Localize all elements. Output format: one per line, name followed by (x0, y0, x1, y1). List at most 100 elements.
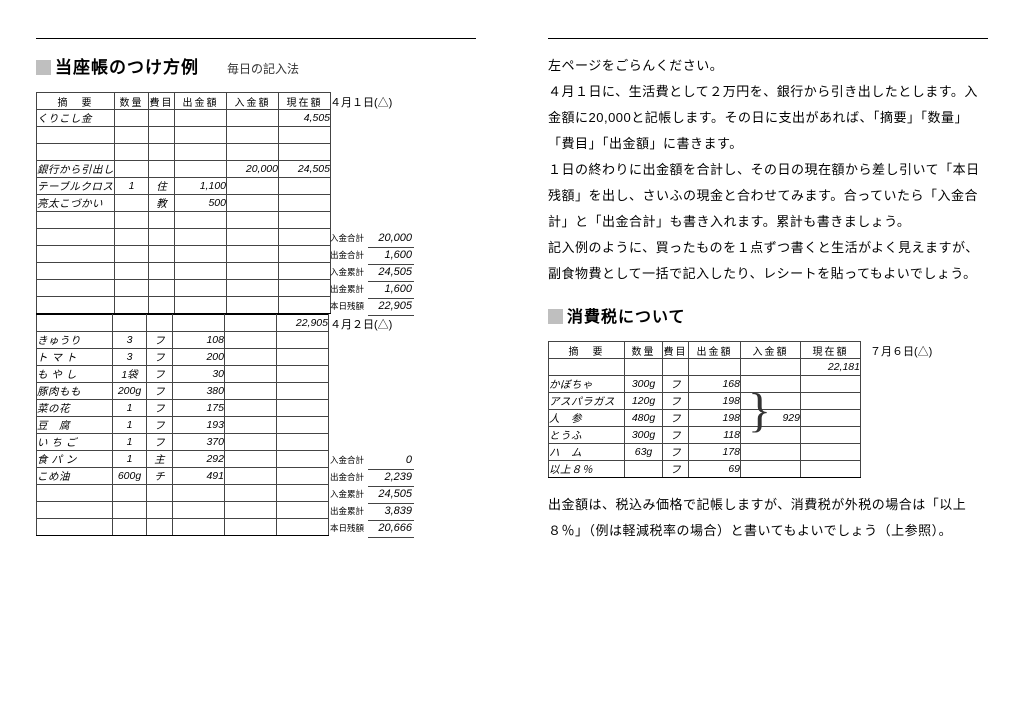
table-cell: 22,905 (277, 315, 329, 332)
table-cell: フ (663, 444, 689, 461)
table-cell (37, 315, 113, 332)
col-bal: 現在額 (279, 93, 331, 110)
col-out: 出金額 (689, 342, 741, 359)
table-cell: 主 (147, 451, 173, 468)
table-cell (801, 427, 861, 444)
ledger-2: ４月２日(△) 22,905きゅうり3フ108ト マ ト3フ200も や し1袋… (36, 314, 476, 536)
table-cell (149, 161, 175, 178)
table-cell (279, 263, 331, 280)
footer-text: 出金額は、税込み価格で記帳しますが、消費税が外税の場合は「以上８％」（例は軽減税… (548, 492, 988, 544)
table-cell (147, 485, 173, 502)
total-value: 24,505 (368, 264, 414, 282)
total-label: 出金累計 (330, 281, 364, 298)
table-cell (225, 451, 277, 468)
table-cell (173, 315, 225, 332)
total-value: 1,600 (368, 247, 414, 265)
table-cell: テーブルクロス (37, 178, 115, 195)
table-cell (625, 461, 663, 478)
section-title: 消費税について (567, 309, 686, 326)
table-cell: 1 (113, 400, 147, 417)
table-cell (801, 444, 861, 461)
table-cell (175, 263, 227, 280)
table-cell (115, 161, 149, 178)
table-cell (277, 417, 329, 434)
table-cell: くりこし金 (37, 110, 115, 127)
table-cell (113, 502, 147, 519)
total-value: 1,600 (368, 281, 414, 299)
table-cell: 3 (113, 349, 147, 366)
table-cell (115, 280, 149, 297)
table-cell: チ (147, 468, 173, 485)
total-value: 20,666 (368, 520, 414, 538)
table-cell (277, 383, 329, 400)
table-cell (225, 332, 277, 349)
total-label: 出金合計 (330, 247, 364, 264)
table-cell: 300g (625, 427, 663, 444)
table-cell (149, 280, 175, 297)
table-cell (175, 161, 227, 178)
table-cell: 120g (625, 393, 663, 410)
para: 出金額は、税込み価格で記帳しますが、消費税が外税の場合は「以上８％」（例は軽減税… (548, 492, 988, 544)
table-cell: フ (147, 332, 173, 349)
col-in: 入金額 (741, 342, 801, 359)
table-cell: フ (663, 410, 689, 427)
table-cell: 3 (113, 332, 147, 349)
table-cell (225, 366, 277, 383)
ledger-1: ４月１日(△) 摘 要 数量 費目 出金額 入金額 現在額 くりこし金4,505… (36, 92, 476, 314)
table-cell: 118 (689, 427, 741, 444)
col-in: 入金額 (227, 93, 279, 110)
table-cell (115, 127, 149, 144)
table-cell: も や し (37, 366, 113, 383)
col-qty: 数量 (115, 93, 149, 110)
table-cell: 168 (689, 376, 741, 393)
table-cell: 108 (173, 332, 225, 349)
table-cell (279, 144, 331, 161)
table-cell: 4,505 (279, 110, 331, 127)
table-cell (227, 195, 279, 212)
table-cell (279, 297, 331, 314)
table-cell: こめ油 (37, 468, 113, 485)
total-label: 入金累計 (330, 264, 364, 281)
table-cell: フ (663, 376, 689, 393)
table-cell (115, 246, 149, 263)
left-page: 当座帳のつけ方例 毎日の記入法 ４月１日(△) 摘 要 数量 費目 出金額 入金… (0, 0, 512, 728)
table-cell: 教 (149, 195, 175, 212)
table-cell (225, 502, 277, 519)
total-label: 入金合計 (330, 452, 364, 469)
table-cell: 1,100 (175, 178, 227, 195)
right-page: 左ページをごらんください。 ４月１日に、生活費として２万円を、銀行から引き出した… (512, 0, 1024, 728)
table-cell (113, 485, 147, 502)
table-cell (801, 410, 861, 427)
para: ４月１日に、生活費として２万円を、銀行から引き出したとします。入金額に20,00… (548, 79, 988, 157)
col-tekiyo: 摘 要 (37, 93, 115, 110)
table-cell (227, 263, 279, 280)
body-text: 左ページをごらんください。 ４月１日に、生活費として２万円を、銀行から引き出した… (548, 53, 988, 287)
total-label: 本日残額 (330, 520, 364, 537)
table-cell: 193 (173, 417, 225, 434)
table-cell (279, 246, 331, 263)
table-cell: 198 (689, 410, 741, 427)
totals-2: 入金合計0出金合計2,239入金累計24,505出金累計3,839本日残額20,… (330, 452, 414, 537)
table-cell: 480g (625, 410, 663, 427)
table-cell (225, 383, 277, 400)
table-cell (227, 144, 279, 161)
table-cell (625, 359, 663, 376)
table-cell (175, 144, 227, 161)
total-value: 20,000 (368, 230, 414, 248)
col-hiyo: 費目 (149, 93, 175, 110)
table-cell (225, 485, 277, 502)
table-cell: 亮太こづかい (37, 195, 115, 212)
table-cell: 菜の花 (37, 400, 113, 417)
ledger-table-tax: 摘 要 数量 費目 出金額 入金額 現在額 22,181かぼちゃ300gフ168… (548, 341, 861, 478)
table-cell: 69 (689, 461, 741, 478)
table-cell (115, 263, 149, 280)
table-cell (37, 502, 113, 519)
total-label: 出金累計 (330, 503, 364, 520)
table-cell (37, 246, 115, 263)
table-cell (663, 359, 689, 376)
table-cell: 以上８％ (549, 461, 625, 478)
table-cell (277, 502, 329, 519)
table-cell: 1 (113, 417, 147, 434)
table-cell: フ (147, 400, 173, 417)
table-cell (149, 246, 175, 263)
